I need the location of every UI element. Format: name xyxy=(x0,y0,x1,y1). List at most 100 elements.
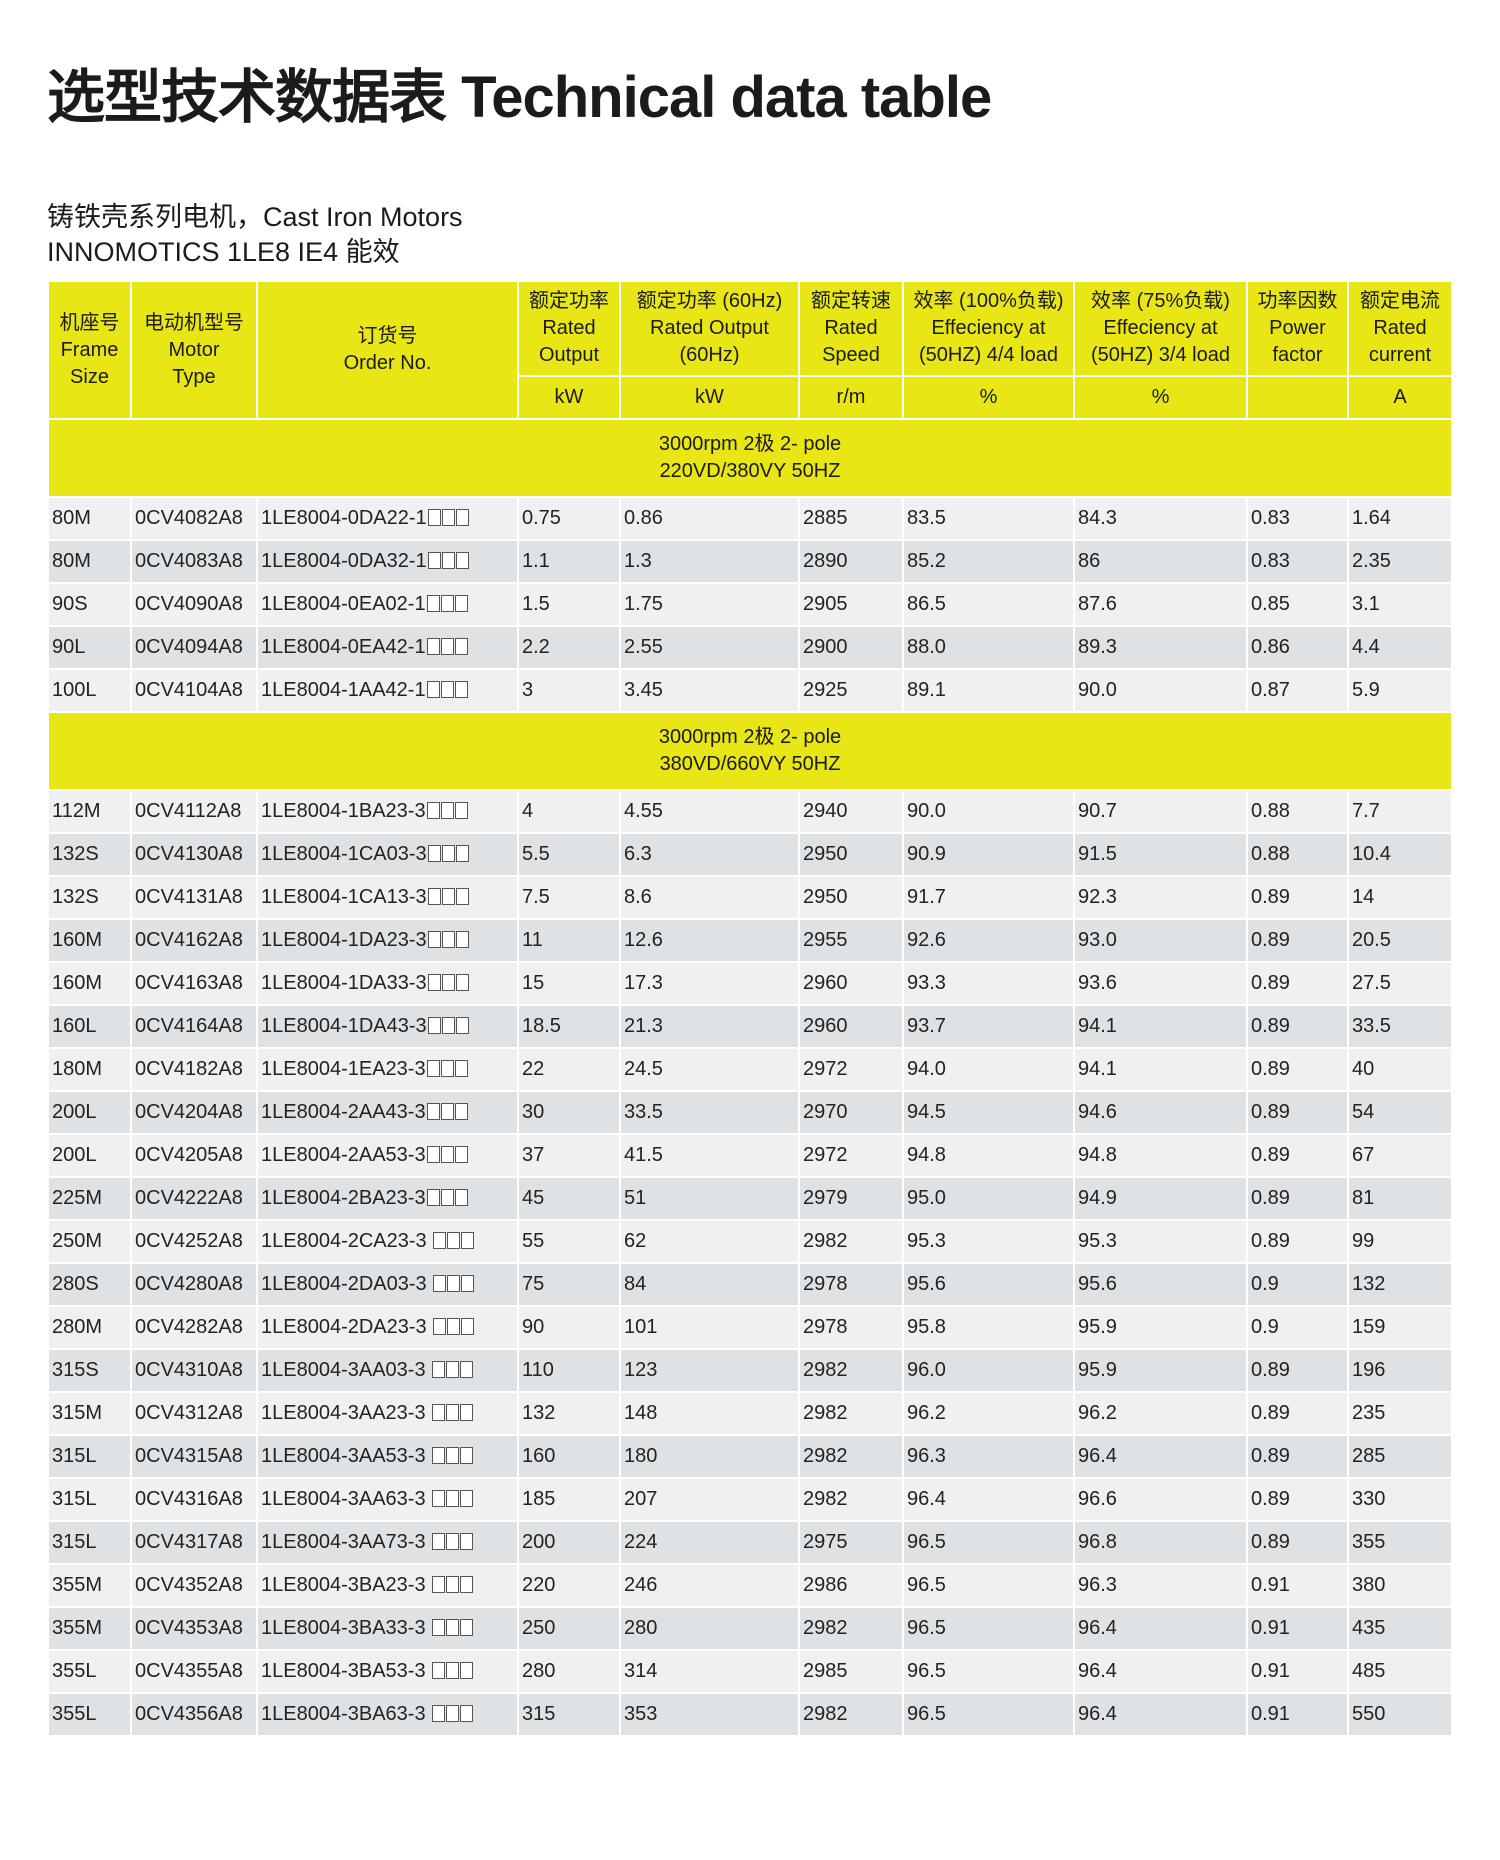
column-header-en1: Effeciency at xyxy=(931,317,1046,339)
table-cell: 93.6 xyxy=(1073,961,1248,1006)
cell-value: 2972 xyxy=(803,1144,848,1166)
table-cell: 235 xyxy=(1347,1391,1453,1436)
table-cell: 2.55 xyxy=(619,625,800,670)
cell-value: 0.86 xyxy=(624,507,663,529)
table-row: 160M 0CV4162A8 1LE8004-1DA23-3 11 12.6 2955 92… xyxy=(47,918,1453,963)
cell-value: 0CV4353A8 xyxy=(135,1617,243,1639)
table-cell: 83.5 xyxy=(902,496,1075,541)
section-label: 3000rpm 2极 2- pole 380VD/660VY 50HZ xyxy=(47,711,1453,791)
table-cell: 0.89 xyxy=(1246,918,1349,963)
table-cell: 91.5 xyxy=(1073,832,1248,877)
table-cell: 90.0 xyxy=(902,789,1075,834)
cell-value: 0CV4280A8 xyxy=(135,1273,243,1295)
cell-value: 4.4 xyxy=(1352,636,1380,658)
cell-value: 235 xyxy=(1352,1402,1386,1424)
cell-value: 83.5 xyxy=(907,507,946,529)
table-cell: 2982 xyxy=(798,1606,904,1651)
table-cell: 2885 xyxy=(798,496,904,541)
cell-value: 0CV4094A8 xyxy=(135,636,243,658)
cell-value: 160 xyxy=(522,1445,556,1467)
table-cell: 94.6 xyxy=(1073,1090,1248,1135)
order-number: 1LE8004-3AA53-3 xyxy=(261,1445,432,1467)
table-cell: 315M xyxy=(47,1391,132,1436)
cell-value: 0.85 xyxy=(1251,593,1290,615)
table-cell: 95.3 xyxy=(1073,1219,1248,1264)
table-cell: 88.0 xyxy=(902,625,1075,670)
order-placeholder-box xyxy=(446,1447,460,1464)
order-placeholder-box xyxy=(454,802,468,819)
table-cell: 3.45 xyxy=(619,668,800,713)
table-cell: 2.35 xyxy=(1347,539,1453,584)
cell-value: 0.75 xyxy=(522,507,561,529)
order-placeholder-box xyxy=(426,1103,440,1120)
cell-value: 2960 xyxy=(803,972,848,994)
cell-value: 380 xyxy=(1352,1574,1386,1596)
column-header-en1: Frame xyxy=(60,338,119,361)
table-cell: 2970 xyxy=(798,1090,904,1135)
cell-value: 88.0 xyxy=(907,636,946,658)
order-placeholder-box xyxy=(440,1103,454,1120)
cell-value: 0.91 xyxy=(1251,1660,1290,1682)
table-cell: 2978 xyxy=(798,1305,904,1350)
table-cell: 95.9 xyxy=(1073,1305,1248,1350)
table-cell: 0CV4090A8 xyxy=(130,582,258,627)
order-number: 1LE8004-2CA23-3 xyxy=(261,1230,433,1252)
table-row: 280S 0CV4280A8 1LE8004-2DA03-3 75 84 2978 95.… xyxy=(47,1262,1453,1307)
table-cell: 2986 xyxy=(798,1563,904,1608)
table-row: 160L 0CV4164A8 1LE8004-1DA43-3 18.5 21.3 2960… xyxy=(47,1004,1453,1049)
table-cell: 225M xyxy=(47,1176,132,1221)
cell-value: 96.3 xyxy=(1078,1574,1117,1596)
cell-value: 355M xyxy=(52,1617,103,1639)
cell-value: 95.3 xyxy=(907,1230,946,1252)
table-cell: 2978 xyxy=(798,1262,904,1307)
order-placeholder-box xyxy=(446,1404,460,1421)
table-cell: 4 xyxy=(517,789,621,834)
cell-value: 180 xyxy=(624,1445,658,1467)
table-cell: 94.5 xyxy=(902,1090,1075,1135)
table-row: 80M 0CV4082A8 1LE8004-0DA22-1 0.75 0.86 2885 8… xyxy=(47,496,1453,541)
table-row: 132S 0CV4130A8 1LE8004-1CA03-3 5.5 6.3 2950 90… xyxy=(47,832,1453,877)
table-cell: 0.9 xyxy=(1246,1262,1349,1307)
cell-value: 84 xyxy=(624,1273,647,1295)
order-number: 1LE8004-3BA23-3 xyxy=(261,1574,432,1596)
table-cell: 250M xyxy=(47,1219,132,1264)
table-cell: 55 xyxy=(517,1219,621,1264)
table-cell: 12.6 xyxy=(619,918,800,963)
cell-value: 27.5 xyxy=(1352,972,1391,994)
table-cell: 1LE8004-2DA23-3 xyxy=(256,1305,519,1350)
order-placeholder-box xyxy=(432,1533,446,1550)
table-cell: 11 xyxy=(517,918,621,963)
table-cell: 2950 xyxy=(798,832,904,877)
table-cell: 0CV4356A8 xyxy=(130,1692,258,1737)
table-cell: 5.5 xyxy=(517,832,621,877)
cell-value: 2978 xyxy=(803,1273,848,1295)
table-cell: 96.5 xyxy=(902,1649,1075,1694)
cell-value: 0CV4205A8 xyxy=(135,1144,243,1166)
cell-value: 86.5 xyxy=(907,593,946,615)
table-cell: 90 xyxy=(517,1305,621,1350)
table-cell: 2925 xyxy=(798,668,904,713)
cell-value: 85.2 xyxy=(907,550,946,572)
cell-value: 2982 xyxy=(803,1488,848,1510)
cell-value: 0CV4164A8 xyxy=(135,1015,243,1037)
table-cell: 0.75 xyxy=(517,496,621,541)
cell-value: 21.3 xyxy=(624,1015,663,1037)
column-header-zh: 功率因数 xyxy=(1257,290,1338,312)
table-cell: 93.3 xyxy=(902,961,1075,1006)
table-cell: 0CV4094A8 xyxy=(130,625,258,670)
column-header-en1: Order No. xyxy=(343,352,432,374)
column-header-zh: 额定转速 xyxy=(811,290,891,312)
cell-value: 2982 xyxy=(803,1617,848,1639)
cell-value: 280 xyxy=(522,1660,556,1682)
cell-value: 315M xyxy=(52,1402,103,1424)
cell-value: 90 xyxy=(522,1316,545,1338)
order-placeholder-box xyxy=(455,888,469,905)
table-cell: 0.89 xyxy=(1246,1520,1349,1565)
table-cell: 485 xyxy=(1347,1649,1453,1694)
cell-value: 200 xyxy=(522,1531,556,1553)
column-header: 功率因数 Power factor xyxy=(1246,280,1349,377)
cell-value: 2955 xyxy=(803,929,848,951)
table-cell: 0CV4317A8 xyxy=(130,1520,258,1565)
section-line1: 3000rpm 2极 2- pole xyxy=(658,726,842,748)
cell-value: 0CV4131A8 xyxy=(135,886,243,908)
